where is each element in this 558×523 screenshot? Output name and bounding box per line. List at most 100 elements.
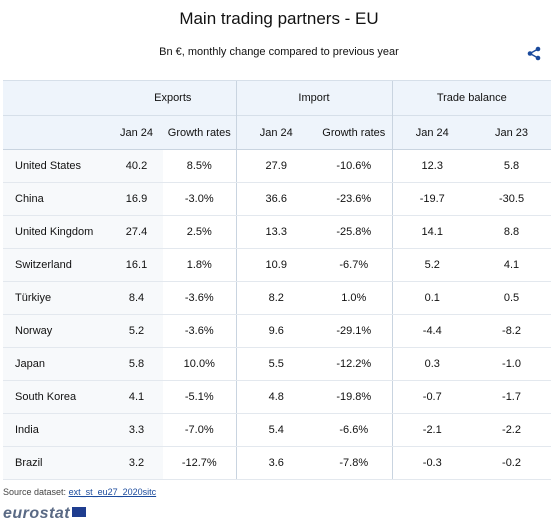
table-cell: -5.1%: [163, 380, 237, 414]
header-exports: Exports: [110, 80, 237, 116]
table-cell: 5.2: [391, 248, 473, 282]
table-cell: -29.1%: [316, 314, 393, 348]
table-cell: -4.4: [391, 314, 473, 348]
table-cell: 8.2: [235, 281, 317, 315]
table-cell: -7.0%: [163, 413, 237, 447]
table-cell: -8.2: [472, 314, 552, 348]
table-cell: -3.6%: [163, 314, 237, 348]
table-cell: 3.6: [235, 446, 317, 480]
table-cell: 4.1: [472, 248, 552, 282]
table-cell: -2.1: [391, 413, 473, 447]
country-name: Brazil: [3, 446, 110, 480]
col-import-growth: Growth rates: [316, 115, 393, 150]
country-name: South Korea: [3, 380, 110, 414]
table-cell: -0.3: [391, 446, 473, 480]
table-cell: -12.2%: [316, 347, 393, 381]
col-exports-growth: Growth rates: [163, 115, 237, 150]
table-cell: 4.8: [235, 380, 317, 414]
table-cell: -1.7: [472, 380, 552, 414]
table-cell: 16.9: [110, 182, 163, 216]
table-cell: 10.0%: [163, 347, 237, 381]
table-cell: -30.5: [472, 182, 552, 216]
table-row: Norway 5.2 -3.6% 9.6 -29.1% -4.4 -8.2: [3, 314, 552, 348]
table-cell: 8.4: [110, 281, 163, 315]
table-row: South Korea 4.1 -5.1% 4.8 -19.8% -0.7 -1.7: [3, 380, 552, 414]
table-cell: 16.1: [110, 248, 163, 282]
table-cell: 5.8: [472, 149, 552, 183]
page-title: Main trading partners - EU: [179, 9, 379, 28]
table-cell: 0.5: [472, 281, 552, 315]
trade-table: Exports Import Trade balance Jan 24 Grow…: [3, 80, 552, 480]
table-cell: -3.0%: [163, 182, 237, 216]
eurostat-logo: eurostat: [3, 505, 87, 523]
table-row: India 3.3 -7.0% 5.4 -6.6% -2.1 -2.2: [3, 413, 552, 447]
table-cell: -3.6%: [163, 281, 237, 315]
country-name: Japan: [3, 347, 110, 381]
source-label: Source dataset:: [3, 487, 67, 497]
col-balance-jan24: Jan 24: [391, 115, 473, 150]
table-cell: -2.2: [472, 413, 552, 447]
table-cell: -0.7: [391, 380, 473, 414]
source-dataset-link[interactable]: ext_st_eu27_2020sitc: [68, 487, 157, 497]
header-import: Import: [235, 80, 393, 116]
table-row: United Kingdom 27.4 2.5% 13.3 -25.8% 14.1 8.8: [3, 215, 552, 249]
column-header-row: Jan 24 Growth rates Jan 24 Growth rates …: [3, 115, 552, 150]
col-exports-jan24: Jan 24: [110, 115, 163, 150]
table-cell: -10.6%: [316, 149, 393, 183]
table-cell: 14.1: [391, 215, 473, 249]
table-cell: 1.8%: [163, 248, 237, 282]
share-icon[interactable]: [527, 46, 543, 62]
country-name: Türkiye: [3, 281, 110, 315]
table-cell: 2.5%: [163, 215, 237, 249]
table-cell: 5.4: [235, 413, 317, 447]
table-row: Brazil 3.2 -12.7% 3.6 -7.8% -0.3 -0.2: [3, 446, 552, 480]
table-cell: -6.6%: [316, 413, 393, 447]
table-cell: -6.7%: [316, 248, 393, 282]
table-row: China 16.9 -3.0% 36.6 -23.6% -19.7 -30.5: [3, 182, 552, 216]
table-cell: -25.8%: [316, 215, 393, 249]
table-cell: 10.9: [235, 248, 317, 282]
table-cell: 27.4: [110, 215, 163, 249]
table-cell: -19.7: [391, 182, 473, 216]
table-cell: 1.0%: [316, 281, 393, 315]
table-cell: 8.8: [472, 215, 552, 249]
table-cell: 36.6: [235, 182, 317, 216]
country-name: Norway: [3, 314, 110, 348]
page-subtitle: Bn €, monthly change compared to previou…: [159, 46, 399, 58]
table-cell: -7.8%: [316, 446, 393, 480]
table-cell: 5.2: [110, 314, 163, 348]
country-name: China: [3, 182, 110, 216]
table-row: Switzerland 16.1 1.8% 10.9 -6.7% 5.2 4.1: [3, 248, 552, 282]
table-cell: 27.9: [235, 149, 317, 183]
country-name: United Kingdom: [3, 215, 110, 249]
table-cell: 3.2: [110, 446, 163, 480]
country-name: Switzerland: [3, 248, 110, 282]
table-cell: 13.3: [235, 215, 317, 249]
table-cell: 40.2: [110, 149, 163, 183]
col-balance-jan23: Jan 23: [472, 115, 552, 150]
table-cell: 0.1: [391, 281, 473, 315]
table-cell: 12.3: [391, 149, 473, 183]
table-row: United States 40.2 8.5% 27.9 -10.6% 12.3 5.8: [3, 149, 552, 183]
table-cell: -1.0: [472, 347, 552, 381]
country-name: United States: [3, 149, 110, 183]
table-cell: -19.8%: [316, 380, 393, 414]
table-cell: 0.3: [391, 347, 473, 381]
source-line: Source dataset: ext_st_eu27_2020sitc: [3, 487, 156, 497]
table-row: Japan 5.8 10.0% 5.5 -12.2% 0.3 -1.0: [3, 347, 552, 381]
table-cell: -23.6%: [316, 182, 393, 216]
header-trade-balance: Trade balance: [391, 80, 552, 116]
table-cell: 9.6: [235, 314, 317, 348]
table-cell: 3.3: [110, 413, 163, 447]
table-cell: -12.7%: [163, 446, 237, 480]
table-cell: 8.5%: [163, 149, 237, 183]
group-header-row: Exports Import Trade balance: [3, 80, 552, 116]
table-cell: 4.1: [110, 380, 163, 414]
country-name: India: [3, 413, 110, 447]
table-cell: -0.2: [472, 446, 552, 480]
col-import-jan24: Jan 24: [235, 115, 317, 150]
table-cell: 5.5: [235, 347, 317, 381]
table-cell: 5.8: [110, 347, 163, 381]
table-row: Türkiye 8.4 -3.6% 8.2 1.0% 0.1 0.5: [3, 281, 552, 315]
eu-flag-icon: [72, 507, 87, 517]
